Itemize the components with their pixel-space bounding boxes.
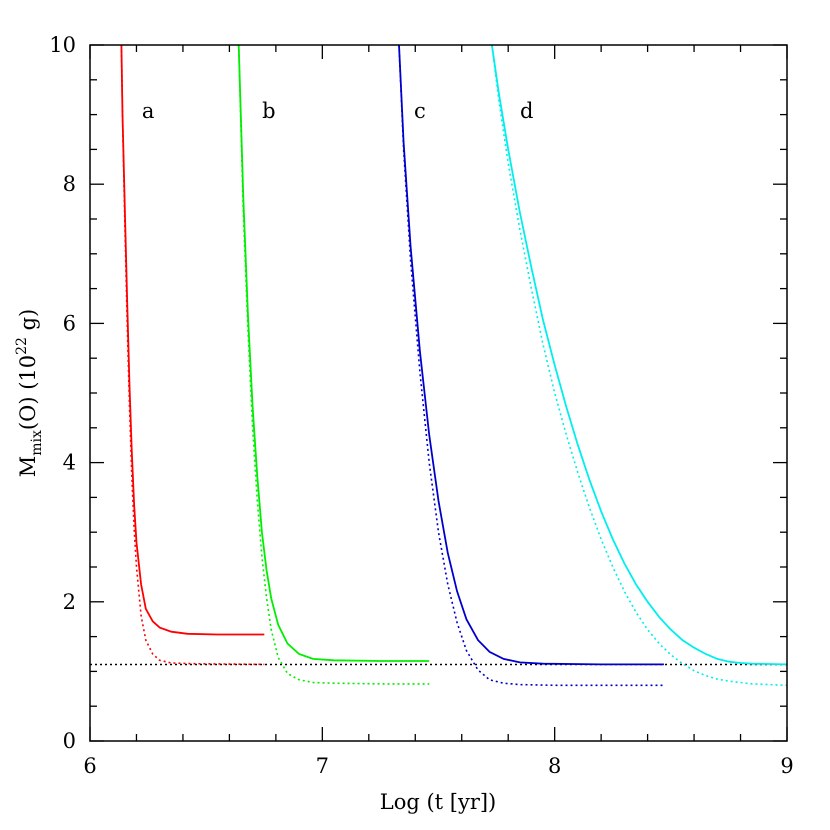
series-d-dotted-line: [491, 45, 787, 687]
y-tick-label: 10: [49, 33, 76, 57]
y-axis-label-base: M: [16, 456, 40, 478]
series-c-solid-line: [398, 45, 664, 666]
y-tick-label: 8: [63, 172, 76, 196]
plot-frame: [89, 44, 788, 742]
series-group: [120, 45, 787, 687]
curve-label-b: b: [262, 99, 275, 123]
series-c-dotted-line: [398, 45, 664, 687]
curve-label-c: c: [414, 99, 426, 123]
y-axis-label-sub: mix: [29, 430, 45, 456]
series-d-solid-line: [491, 45, 787, 666]
curve-label-d: d: [520, 99, 533, 123]
y-axis-label-mid: (O) (10: [16, 355, 40, 430]
x-tick-label: 6: [83, 754, 96, 778]
label-group: a b c d: [142, 99, 534, 123]
x-tick-label: 8: [548, 754, 561, 778]
y-tick-label: 0: [63, 729, 76, 753]
axes-ticks: 6 7 8 9 0 2 4 6 8 10: [49, 33, 793, 778]
y-axis-label: Mmix(O) (1022 g): [14, 309, 45, 478]
x-axis-label: Log (t [yr]): [380, 790, 497, 814]
series-a-solid-line: [120, 45, 265, 636]
y-tick-label: 2: [63, 590, 76, 614]
x-tick-label: 7: [316, 754, 329, 778]
y-axis-label-sup: 22: [14, 337, 30, 355]
y-axis-label-end: g): [16, 309, 40, 337]
series-b-dotted-line: [237, 45, 430, 685]
series-a-dotted-line: [120, 45, 265, 666]
y-tick-label: 4: [63, 451, 76, 475]
series-b-solid-line: [237, 45, 430, 662]
curve-label-a: a: [142, 99, 155, 123]
x-tick-label: 9: [780, 754, 793, 778]
y-tick-label: 6: [63, 311, 76, 335]
